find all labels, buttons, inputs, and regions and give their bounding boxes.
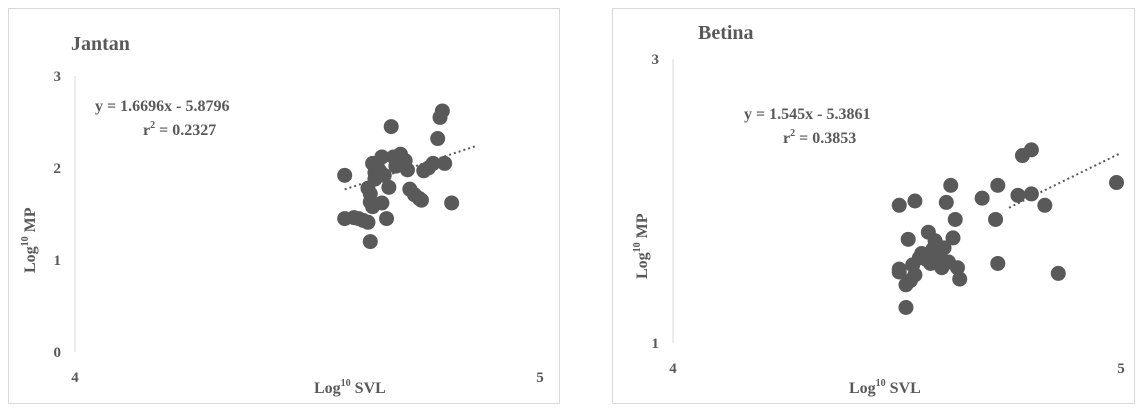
scatter-points — [891, 142, 1125, 315]
x-axis-label-rest: SVL — [351, 380, 386, 397]
trend-equation: y = 1.545x - 5.3861 — [744, 106, 870, 123]
scatter-point — [383, 119, 399, 135]
y-tick-label: 2 — [54, 161, 62, 177]
x-tick-label: 4 — [669, 361, 677, 377]
scatter-point — [1023, 142, 1039, 158]
y-tick-labels: 13 — [652, 52, 660, 352]
scatter-point — [374, 195, 390, 211]
scatter-point — [374, 149, 390, 165]
y-axis-label-main: Log — [22, 246, 39, 273]
scatter-point — [990, 177, 1006, 193]
chart-title: Betina — [698, 22, 754, 44]
x-tick-label: 5 — [536, 370, 544, 386]
scatter-point — [1037, 197, 1053, 213]
x-axis-label-main: Log — [314, 380, 341, 397]
scatter-point — [381, 179, 397, 195]
x-axis-label-sup: 10 — [876, 378, 886, 389]
x-axis-label-rest: SVL — [886, 380, 921, 397]
scatter-point — [900, 231, 916, 247]
scatter-point — [990, 255, 1006, 271]
x-tick-label: 4 — [71, 370, 79, 386]
y-axis-label: Log10 MP — [632, 213, 651, 279]
scatter-point — [413, 192, 429, 208]
r-squared-value: = 0.2327 — [155, 122, 216, 139]
r-squared-sup: 2 — [790, 128, 795, 139]
y-axis-label-sup: 10 — [632, 242, 643, 252]
y-tick-label: 0 — [54, 345, 62, 361]
scatter-point — [988, 211, 1004, 227]
scatter-point — [907, 267, 923, 283]
r-squared-label: r2 = 0.3853 — [783, 128, 856, 147]
x-axis-label: Log10 SVL — [314, 378, 386, 397]
trendline — [1008, 151, 1122, 209]
scatter-point — [938, 194, 954, 210]
y-tick-labels: 0 1 2 3 — [54, 69, 62, 361]
r-squared-sup: 2 — [150, 120, 155, 131]
scatter-point — [379, 211, 395, 227]
y-tick-label: 1 — [54, 253, 62, 269]
scatter-point — [891, 264, 907, 280]
scatter-point — [936, 240, 952, 256]
y-axis-label-rest: MP — [22, 207, 39, 236]
y-tick-label: 3 — [652, 52, 660, 68]
scatter-point — [434, 103, 450, 119]
scatter-point — [898, 300, 914, 315]
y-tick-label: 1 — [652, 336, 660, 352]
x-axis-label: Log10 SVL — [849, 378, 921, 397]
scatter-point — [444, 195, 460, 211]
scatter-point — [945, 230, 961, 246]
scatter-points — [337, 103, 460, 250]
y-tick-label: 3 — [54, 69, 62, 85]
scatter-point — [399, 162, 415, 178]
scatter-point — [974, 190, 990, 206]
r-squared-value: = 0.3853 — [795, 130, 856, 147]
chart-title: Jantan — [71, 33, 130, 55]
y-axis-label-sup: 10 — [20, 236, 31, 246]
r-squared-prefix: r — [143, 122, 150, 139]
scatter-point — [1010, 187, 1026, 203]
y-axis-label-rest: MP — [634, 213, 651, 242]
x-tick-label: 5 — [1117, 361, 1125, 377]
r-squared-prefix: r — [783, 130, 790, 147]
scatter-point — [949, 260, 965, 276]
scatter-point — [430, 131, 446, 147]
scatter-point — [943, 177, 959, 193]
x-axis-label-main: Log — [849, 380, 876, 397]
scatter-point — [952, 271, 968, 287]
scatter-point — [1050, 265, 1066, 281]
scatter-point — [1109, 175, 1125, 191]
scatter-point — [907, 193, 923, 209]
scatter-point — [362, 234, 378, 250]
y-axis-label-main: Log — [634, 252, 651, 279]
y-axis-label: Log10 MP — [20, 207, 39, 273]
r-squared-label: r2 = 0.2327 — [143, 120, 216, 139]
scatter-point — [360, 214, 376, 230]
scatter-point — [437, 155, 453, 171]
scatter-point — [891, 197, 907, 213]
trend-equation: y = 1.6696x - 5.8796 — [95, 98, 229, 115]
scatter-point — [947, 211, 963, 227]
x-axis-label-sup: 10 — [341, 378, 351, 389]
scatter-point — [337, 167, 353, 183]
